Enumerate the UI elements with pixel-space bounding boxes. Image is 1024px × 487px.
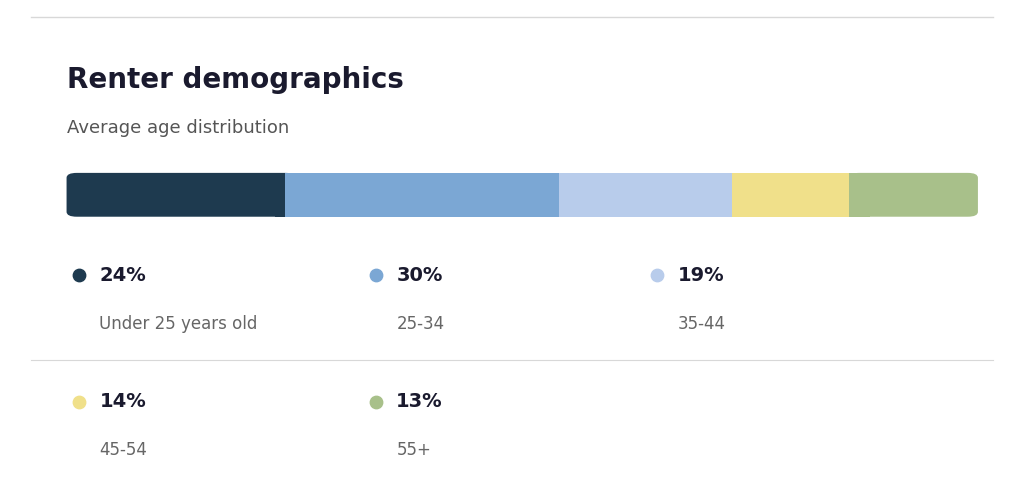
Text: 30%: 30%	[396, 265, 442, 285]
Text: 45-54: 45-54	[99, 442, 147, 459]
Text: Under 25 years old: Under 25 years old	[99, 315, 258, 333]
Text: 24%: 24%	[99, 265, 146, 285]
Text: 35-44: 35-44	[678, 315, 726, 333]
Text: 14%: 14%	[99, 392, 146, 412]
Bar	[275, 173, 296, 217]
Text: Average age distribution: Average age distribution	[67, 119, 289, 137]
Point	[368, 271, 384, 279]
Text: 13%: 13%	[396, 392, 443, 412]
Text: Renter demographics: Renter demographics	[67, 66, 403, 94]
Point	[368, 398, 384, 406]
Bar	[559, 173, 732, 217]
Point	[649, 271, 666, 279]
Point	[71, 398, 87, 406]
FancyBboxPatch shape	[67, 173, 296, 217]
FancyBboxPatch shape	[849, 173, 978, 217]
Text: 55+: 55+	[396, 442, 431, 459]
Text: 25-34: 25-34	[396, 315, 444, 333]
Bar	[286, 173, 559, 217]
Bar	[732, 173, 859, 217]
Text: 19%: 19%	[678, 265, 725, 285]
Point	[71, 271, 87, 279]
Bar	[849, 173, 869, 217]
